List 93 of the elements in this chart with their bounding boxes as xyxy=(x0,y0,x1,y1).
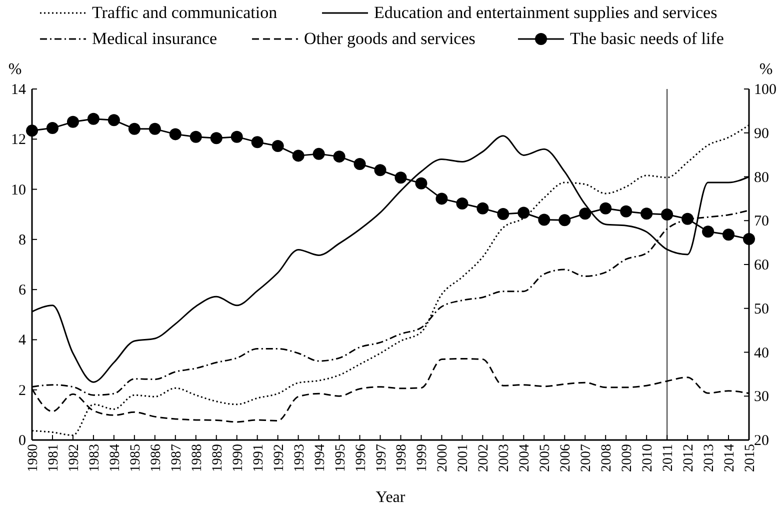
x-tick-label: 1985 xyxy=(128,444,144,472)
y-tick-label: 2 xyxy=(18,382,26,399)
point xyxy=(333,150,346,163)
x-tick-label: 1991 xyxy=(251,444,266,472)
point xyxy=(272,140,284,152)
point xyxy=(518,206,530,219)
y2-tick-label: 100 xyxy=(754,82,776,98)
point xyxy=(87,112,100,125)
x-tick-label: 1982 xyxy=(66,444,82,472)
y2-tick-label: 40 xyxy=(754,345,769,362)
x-tick-label: 1988 xyxy=(190,444,205,472)
y-tick-label: 6 xyxy=(18,282,26,299)
x-tick-label: 1992 xyxy=(272,444,287,472)
point xyxy=(558,214,571,226)
x-tick-label: 1989 xyxy=(210,444,226,472)
point xyxy=(354,158,366,170)
y-tick-label: 10 xyxy=(11,182,26,198)
x-tick-label: 1995 xyxy=(333,444,348,472)
point xyxy=(476,202,489,214)
x-tick-label: 2001 xyxy=(456,444,472,472)
y-tick-label: 8 xyxy=(18,232,26,248)
x-tick-label: 1983 xyxy=(87,444,102,472)
point xyxy=(128,122,140,135)
x-tick-label: 1981 xyxy=(46,444,62,472)
legend-label: Medical insurance xyxy=(92,29,218,48)
point xyxy=(374,164,386,176)
point xyxy=(579,208,592,220)
y2-tick-label: 70 xyxy=(754,214,769,230)
point xyxy=(682,212,694,225)
x-tick-label: 1994 xyxy=(312,444,328,472)
point xyxy=(108,114,120,126)
y-tick-label: 4 xyxy=(18,332,26,349)
y-axis-title: % xyxy=(8,61,22,78)
point xyxy=(251,136,264,148)
x-axis-title: Year xyxy=(376,489,406,506)
y2-axis-title: % xyxy=(759,61,773,78)
x-tick-label: 1990 xyxy=(230,444,246,472)
x-tick-label: 2010 xyxy=(640,444,656,472)
y2-tick-label: 80 xyxy=(754,170,769,186)
y2-tick-label: 30 xyxy=(754,389,769,406)
x-tick-label: 1998 xyxy=(394,444,410,472)
y2-tick-label: 60 xyxy=(754,258,769,274)
point xyxy=(722,228,735,241)
point xyxy=(661,208,674,220)
point xyxy=(210,132,222,144)
x-tick-label: 2014 xyxy=(722,444,738,472)
x-tick-label: 2012 xyxy=(682,444,697,472)
point xyxy=(46,122,58,134)
x-tick-label: 2007 xyxy=(579,444,594,472)
y-tick-label: 14 xyxy=(11,82,26,98)
point xyxy=(190,130,202,143)
point xyxy=(394,172,407,184)
legend-label: Other goods and services xyxy=(304,29,476,48)
point xyxy=(640,208,653,220)
point xyxy=(702,226,714,238)
x-tick-label: 2003 xyxy=(497,444,512,472)
x-tick-label: 1986 xyxy=(148,444,164,472)
y2-tick-label: 90 xyxy=(754,126,769,142)
x-tick-label: 1997 xyxy=(374,444,390,472)
x-tick-label: 1980 xyxy=(26,444,41,472)
point xyxy=(436,192,448,205)
y-tick-label: 12 xyxy=(11,132,26,148)
point xyxy=(620,205,632,218)
x-tick-label: 2006 xyxy=(558,444,574,472)
legend-label: Education and entertainment supplies and services xyxy=(374,3,718,22)
point xyxy=(230,130,243,143)
point xyxy=(497,208,510,220)
x-tick-label: 2005 xyxy=(538,444,554,472)
x-tick-label: 2013 xyxy=(702,444,718,472)
point xyxy=(292,150,304,162)
point xyxy=(538,214,550,226)
legend-label: The basic needs of life xyxy=(570,29,724,48)
x-tick-label: 2009 xyxy=(620,444,636,472)
point xyxy=(312,148,325,160)
y2-tick-label: 50 xyxy=(754,301,769,318)
x-tick-label: 1984 xyxy=(108,444,123,472)
x-tick-label: 2002 xyxy=(476,444,492,472)
point xyxy=(66,116,79,128)
x-tick-label: 2008 xyxy=(600,444,615,472)
point xyxy=(415,177,428,190)
point xyxy=(148,122,161,135)
x-tick-label: 2011 xyxy=(661,444,676,472)
legend-label: Traffic and communication xyxy=(92,3,278,22)
x-tick-label: 1996 xyxy=(354,444,369,472)
y-tick-label: 0 xyxy=(18,433,26,449)
point xyxy=(600,202,612,214)
point xyxy=(169,128,182,140)
x-tick-label: 2000 xyxy=(436,444,451,472)
point xyxy=(456,198,468,210)
x-tick-label: 1999 xyxy=(415,444,430,472)
x-tick-label: 1987 xyxy=(169,444,184,472)
x-tick-label: 1993 xyxy=(292,444,308,472)
x-tick-label: 2004 xyxy=(518,444,533,472)
